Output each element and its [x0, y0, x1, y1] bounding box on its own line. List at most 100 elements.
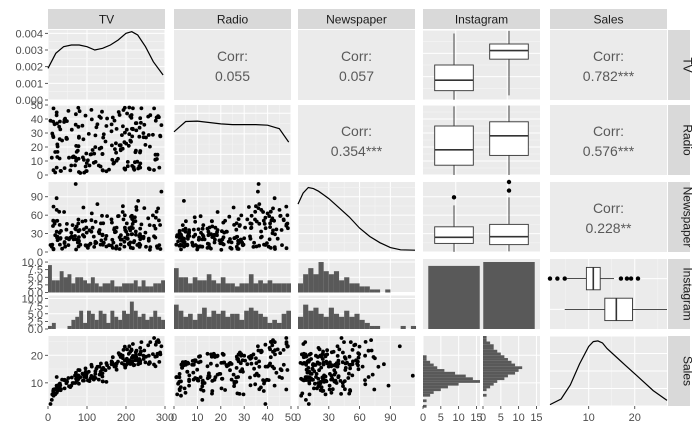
- scatter-point: [89, 218, 94, 223]
- scatter-point: [69, 163, 74, 168]
- scatter-point: [100, 232, 105, 237]
- column-strip-bg: [174, 9, 291, 29]
- scatter-point: [99, 238, 104, 243]
- corr-panel-tv-radio: Corr: 0.055: [174, 30, 291, 100]
- histogram-bar: [94, 283, 99, 293]
- scatter-point: [78, 171, 83, 175]
- scatter-point: [226, 239, 231, 244]
- scatter-point: [324, 379, 329, 384]
- scatter-point: [333, 362, 337, 367]
- row-tick-label: 5.0: [28, 272, 43, 284]
- boxplot-panel-radio: [423, 104, 540, 176]
- histogram-bar: [94, 319, 99, 329]
- histogram-bar: [244, 283, 249, 293]
- histogram-bar: [328, 274, 334, 293]
- scatter-point: [200, 226, 205, 231]
- density-panel-radio: [173, 105, 292, 176]
- histogram-bar: [102, 313, 107, 329]
- scatter-point: [121, 348, 126, 352]
- scatter-point: [67, 155, 71, 160]
- scatter-point: [153, 215, 158, 220]
- histogram-bar: [114, 286, 119, 293]
- scatter-point: [99, 116, 103, 120]
- histogram-bar: [359, 319, 365, 329]
- column-tick-label: 50: [285, 412, 297, 424]
- column-tick-label: 10: [453, 412, 465, 424]
- scatter-point: [242, 353, 247, 358]
- scatter-point: [183, 229, 188, 234]
- scatter-point: [77, 368, 82, 373]
- row-tick-label: 50: [31, 100, 43, 112]
- histogram-bar: [106, 283, 111, 293]
- histogram-bar: [423, 366, 438, 370]
- scatter-point: [185, 243, 190, 248]
- scatter-point: [119, 233, 123, 238]
- column-strip-tv: TV: [48, 9, 165, 29]
- scatter-point: [254, 219, 259, 224]
- histogram-bar: [51, 280, 56, 293]
- scatter-point: [136, 166, 141, 171]
- scatter-point: [110, 246, 115, 250]
- scatter-point: [350, 348, 355, 352]
- scatter-point: [65, 222, 69, 226]
- scatter-point: [229, 240, 234, 245]
- histogram-bar: [188, 313, 193, 329]
- histogram-bar: [267, 280, 273, 293]
- histogram-bar: [423, 393, 431, 397]
- scatter-panel-newspaper-tv: [47, 182, 166, 253]
- scatter-point: [348, 366, 352, 371]
- row-axis-tv: 0.000 0.001 0.002 0.003 0.004: [15, 28, 48, 107]
- scatter-point: [234, 227, 239, 232]
- scatter-point: [97, 228, 102, 232]
- histogram-bar: [216, 313, 221, 329]
- row-strip-bg: [668, 30, 690, 100]
- scatter-point: [67, 237, 71, 242]
- corr-value: 0.354***: [331, 143, 383, 159]
- boxplot-box: [489, 121, 529, 156]
- corr-value: 0.228**: [586, 220, 632, 236]
- scatter-point: [109, 217, 114, 222]
- scatter-point: [249, 354, 253, 358]
- scatter-point: [126, 241, 131, 246]
- histogram-bar: [153, 283, 158, 293]
- instagram-count-bar-0: [428, 265, 480, 329]
- scatter-point: [192, 215, 197, 220]
- scatter-point: [100, 168, 105, 173]
- scatter-point: [69, 375, 74, 380]
- row-tick-label: 10: [31, 156, 43, 168]
- scatter-point: [88, 152, 93, 157]
- scatter-point: [127, 105, 132, 110]
- scatter-point: [58, 242, 62, 247]
- scatter-point: [114, 141, 118, 146]
- scatter-point: [51, 135, 56, 140]
- scatter-point: [346, 376, 351, 380]
- histogram-bar: [483, 341, 491, 345]
- scatter-point: [190, 359, 195, 363]
- scatter-point: [136, 362, 141, 367]
- scatter-point: [311, 363, 316, 368]
- row-tick-label: 2.5: [28, 280, 43, 292]
- histogram-bar: [483, 369, 519, 372]
- scatter-point: [345, 360, 349, 365]
- scatter-point: [70, 223, 75, 228]
- column-strip-bg: [423, 9, 540, 29]
- histogram-bar: [79, 277, 84, 293]
- scatter-point: [104, 244, 109, 249]
- scatter-point: [146, 343, 151, 348]
- scatter-point: [193, 376, 198, 380]
- scatter-point: [180, 223, 185, 228]
- histogram-bar: [137, 286, 142, 293]
- histogram-bar: [90, 313, 95, 329]
- scatter-point: [195, 247, 200, 252]
- scatter-point: [148, 245, 153, 250]
- histogram-bar: [483, 338, 487, 342]
- scatter-point: [65, 137, 69, 141]
- boxplot-panel-newspaper: [423, 179, 540, 253]
- scatter-point: [74, 227, 78, 232]
- histogram-bar: [272, 319, 277, 329]
- histogram-bar: [349, 283, 355, 293]
- scatter-point: [278, 351, 283, 355]
- scatter-point: [137, 125, 142, 130]
- scatter-point: [328, 363, 333, 368]
- scatter-point: [49, 244, 54, 249]
